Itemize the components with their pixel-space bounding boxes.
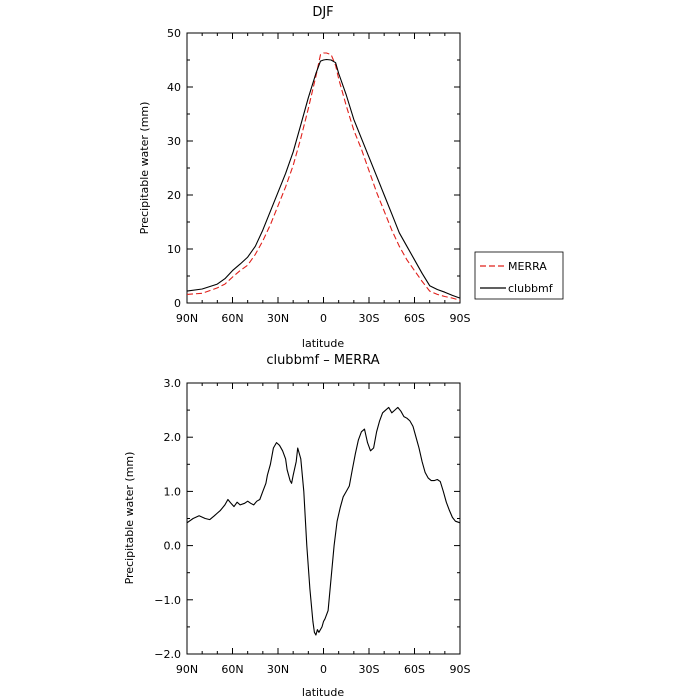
bottom-chart-xlabel: latitude <box>302 686 344 699</box>
top-chart-legend: MERRA clubbmf <box>474 251 564 300</box>
bottom-chart-panel: clubbmf – MERRA 90N 60N 30N 0 30S 60S 90S −2.0 −… <box>123 353 471 699</box>
top-chart-ticks: 90N 60N 30N 0 30S 60S 90S 0 10 20 30 40 50 <box>167 27 471 325</box>
bottom-chart-ticks: 90N 60N 30N 0 30S 60S 90S −2.0 −1.0 0.0 1.0 2.0 3.0 <box>154 377 470 676</box>
top-xtick-label: 60N <box>221 312 243 325</box>
bottom-ytick-label: −2.0 <box>154 648 181 661</box>
bottom-chart-frame <box>186 382 461 655</box>
bottom-chart-plot-area <box>186 382 461 655</box>
bottom-xtick-label: 30S <box>359 663 380 676</box>
bottom-ytick-label: 3.0 <box>164 377 182 390</box>
bottom-ytick-label: −1.0 <box>154 594 181 607</box>
top-series-line-merra <box>186 52 461 301</box>
bottom-chart-ylabel: Precipitable water (mm) <box>123 452 136 585</box>
top-xtick-label: 30S <box>359 312 380 325</box>
top-chart-xlabel: latitude <box>302 337 344 350</box>
legend-label-clubbmf: clubbmf <box>508 282 554 295</box>
top-chart-plot-area <box>186 32 461 304</box>
bottom-ytick-label: 1.0 <box>164 485 182 498</box>
top-xtick-label: 90S <box>450 312 471 325</box>
bottom-chart-series <box>186 406 461 636</box>
bottom-xtick-label: 60S <box>404 663 425 676</box>
top-chart-frame <box>186 32 461 304</box>
top-xtick-label: 30N <box>267 312 289 325</box>
bottom-xtick-label: 60N <box>221 663 243 676</box>
bottom-xtick-label: 90S <box>450 663 471 676</box>
top-chart-ylabel: Precipitable water (mm) <box>138 102 151 235</box>
top-xtick-label: 90N <box>176 312 198 325</box>
bottom-xtick-label: 90N <box>176 663 198 676</box>
bottom-xtick-label: 0 <box>320 663 327 676</box>
bottom-chart-title: clubbmf – MERRA <box>266 353 379 368</box>
bottom-ytick-label: 0.0 <box>164 540 182 553</box>
top-ytick-label: 30 <box>167 135 181 148</box>
top-series-line-clubbmf <box>186 58 461 299</box>
legend-label-merra: MERRA <box>508 260 547 273</box>
bottom-ytick-label: 2.0 <box>164 431 182 444</box>
legend-box <box>474 251 564 300</box>
bottom-series-line-difference <box>186 406 461 636</box>
top-ytick-label: 40 <box>167 81 181 94</box>
top-ytick-label: 10 <box>167 243 181 256</box>
top-xtick-label: 60S <box>404 312 425 325</box>
top-ytick-label: 0 <box>174 297 181 310</box>
bottom-xtick-label: 30N <box>267 663 289 676</box>
top-chart-series <box>186 52 461 301</box>
top-ytick-label: 50 <box>167 27 181 40</box>
top-xtick-label: 0 <box>320 312 327 325</box>
top-chart-title: DJF <box>312 5 333 20</box>
top-chart-panel: DJF 90N 60N 30N 0 30S 60S 90S 0 10 20 30 40 50 latit… <box>138 5 564 350</box>
top-ytick-label: 20 <box>167 189 181 202</box>
